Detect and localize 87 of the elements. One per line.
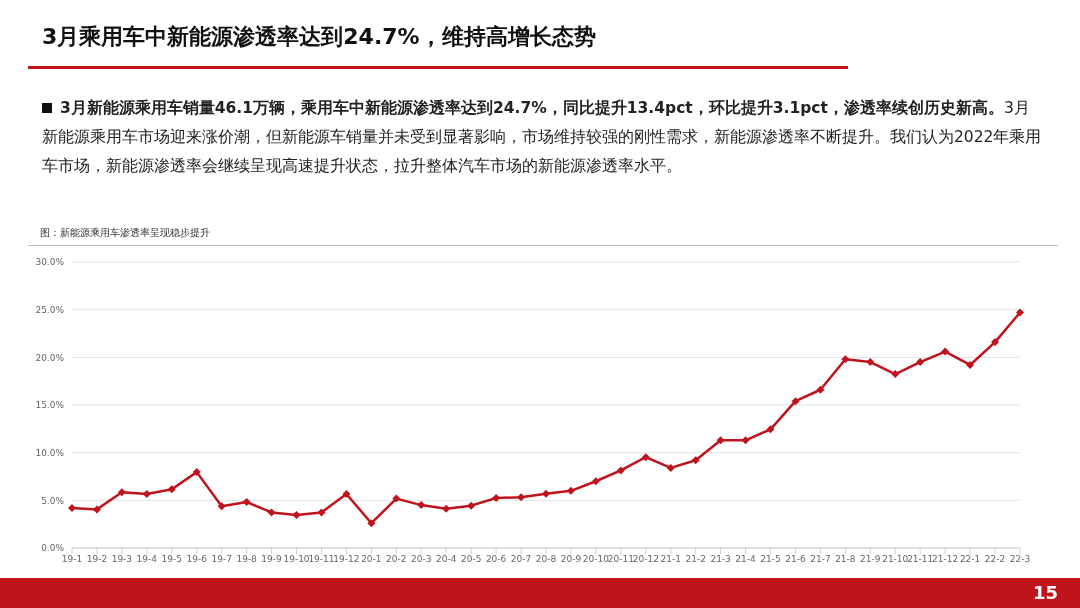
x-tick-label: 21-2 [685,554,706,565]
point [217,502,226,511]
point [716,436,725,445]
x-tick-label: 21-9 [860,554,881,565]
text: 图：新能源乘用车渗透率呈现稳步提升 [40,226,210,240]
y-tick-label: 25.0% [35,304,65,315]
x-tick-label: 21-12 [932,554,959,565]
x-tick-label: 20-3 [411,554,432,565]
point [991,338,1000,347]
x-tick-label: 19-12 [333,554,360,565]
x-tick-label: 20-9 [560,554,582,565]
point [317,508,326,517]
point [841,355,850,364]
point [392,494,401,503]
x-tick-label: 20-10 [582,554,610,565]
x-tick-label: 22-3 [1009,554,1031,565]
x-tick-label: 19-7 [211,554,232,565]
point [68,503,76,512]
y-tick-label: 15.0% [35,400,65,411]
point [616,466,625,475]
point [916,358,925,367]
y-tick-label: 30.0% [35,257,65,268]
x-tick-label: 21-1 [660,554,681,565]
x-tick-label: 21-7 [810,554,831,565]
x-tick-label: 20-8 [535,554,557,565]
x-tick-label: 19-8 [236,554,258,565]
x-tick-label: 19-11 [308,554,335,565]
point [417,501,426,510]
point [442,504,451,513]
point [367,519,376,528]
point [966,360,975,369]
point [167,485,176,494]
x-tick-label: 20-2 [386,554,407,565]
x-tick-label: 19-5 [161,554,183,565]
x-tick-label: 19-4 [136,554,158,565]
point [891,370,900,379]
x-tick-label: 20-6 [485,554,507,565]
x-tick-label: 20-4 [435,554,457,565]
x-tick-label: 21-3 [710,554,731,565]
point [666,463,675,472]
y-tick-label: 20.0% [35,352,65,363]
point [1016,308,1024,317]
point [517,493,526,502]
y-tick-label: 10.0% [35,447,65,458]
x-tick-label: 20-11 [607,554,634,565]
x-tick-label: 22-2 [984,554,1006,565]
x-tick-label: 20-7 [510,554,532,565]
x-tick-label: 19-3 [111,554,133,565]
point [267,508,276,517]
x-tick-label: 22-1 [959,554,981,565]
point [816,385,825,394]
x-tick-label: 21-11 [907,554,934,565]
x-tick-label: 21-4 [735,554,757,565]
point [342,489,351,498]
x-tick-label: 21-6 [785,554,806,565]
point [292,511,301,520]
x-tick-label: 19-6 [186,554,208,565]
x-tick-label: 21-5 [760,554,781,565]
point [641,453,650,462]
x-tick-label: 19-9 [261,554,283,565]
point [791,397,800,406]
point [242,498,251,507]
y-tick-label: 0.0% [41,543,65,554]
x-tick-label: 20-12 [632,554,659,565]
chart-subtitle: 3月新能源乘用车销量46.1万辆，乘用车中新能源渗透率达到24.7%，同比提升13.4pct，环比提升3.1pct，渗透率续创历史新高。 [60,99,1004,117]
point [766,425,775,434]
x-tick-label: 20-5 [460,554,482,565]
x-tick-label: 20-1 [361,554,382,565]
x-tick-label: 19-2 [86,554,108,565]
point [866,358,875,367]
point [92,505,101,514]
point [941,347,950,356]
y-tick-label: 5.0% [41,495,65,506]
point [566,486,575,495]
point [591,477,600,486]
x-tick-label: 19-1 [61,554,83,565]
x-tick-label: 21-10 [882,554,909,565]
chart-title: 3月乘用车中新能源渗透率达到24.7%，维持高增长态势 [42,23,596,51]
point [117,488,126,497]
point [467,501,476,510]
x-tick-label: 19-10 [283,554,310,565]
x-tick-label: 21-8 [835,554,856,565]
point [542,489,550,498]
point [192,468,201,477]
text: 15 [1032,582,1058,603]
point [741,436,750,445]
point [691,456,700,465]
